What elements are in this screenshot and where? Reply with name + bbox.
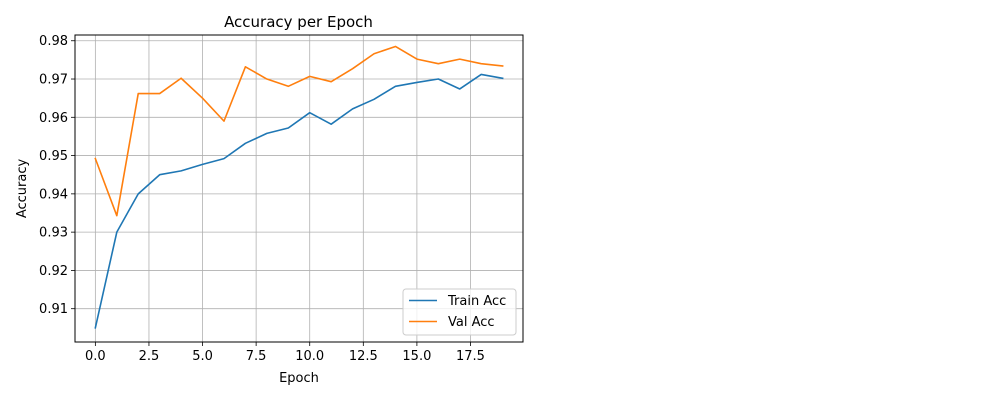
chart-title: Accuracy per Epoch — [224, 13, 373, 31]
x-tick-label: 17.5 — [456, 349, 485, 364]
legend-label-train-acc: Train Acc — [447, 294, 506, 309]
y-tick-label: 0.93 — [39, 226, 68, 241]
series-line-train-acc — [94, 73, 504, 329]
x-tick-label: 10.0 — [295, 349, 324, 364]
x-tick-label: 15.0 — [402, 349, 431, 364]
legend-label-val-acc: Val Acc — [448, 315, 495, 330]
y-tick-label: 0.94 — [39, 187, 68, 202]
plot-frame — [74, 34, 524, 343]
x-tick-label: 0.0 — [85, 349, 106, 364]
y-tick-label: 0.91 — [39, 302, 68, 317]
x-tick-label: 7.5 — [246, 349, 267, 364]
grid-lines — [75, 35, 523, 342]
series-lines — [94, 45, 504, 329]
y-tick-label: 0.97 — [39, 73, 68, 88]
series-line-val-acc — [94, 45, 504, 217]
x-tick-label: 2.5 — [139, 349, 160, 364]
y-tick-label: 0.92 — [39, 264, 68, 279]
x-axis-label: Epoch — [279, 371, 319, 386]
y-tick-label: 0.98 — [39, 34, 68, 49]
x-axis-ticks: 0.0 2.5 5.0 7.5 10.0 12.5 15.0 17.5 — [85, 342, 485, 364]
y-axis-ticks: 0.91 0.92 0.93 0.94 0.95 0.96 0.97 0.98 — [39, 34, 75, 317]
legend: Train Acc Val Acc — [402, 288, 517, 336]
y-tick-label: 0.96 — [39, 111, 68, 126]
y-axis-label: Accuracy — [15, 159, 30, 219]
x-tick-label: 5.0 — [192, 349, 213, 364]
y-tick-label: 0.95 — [39, 149, 68, 164]
x-tick-label: 12.5 — [349, 349, 378, 364]
